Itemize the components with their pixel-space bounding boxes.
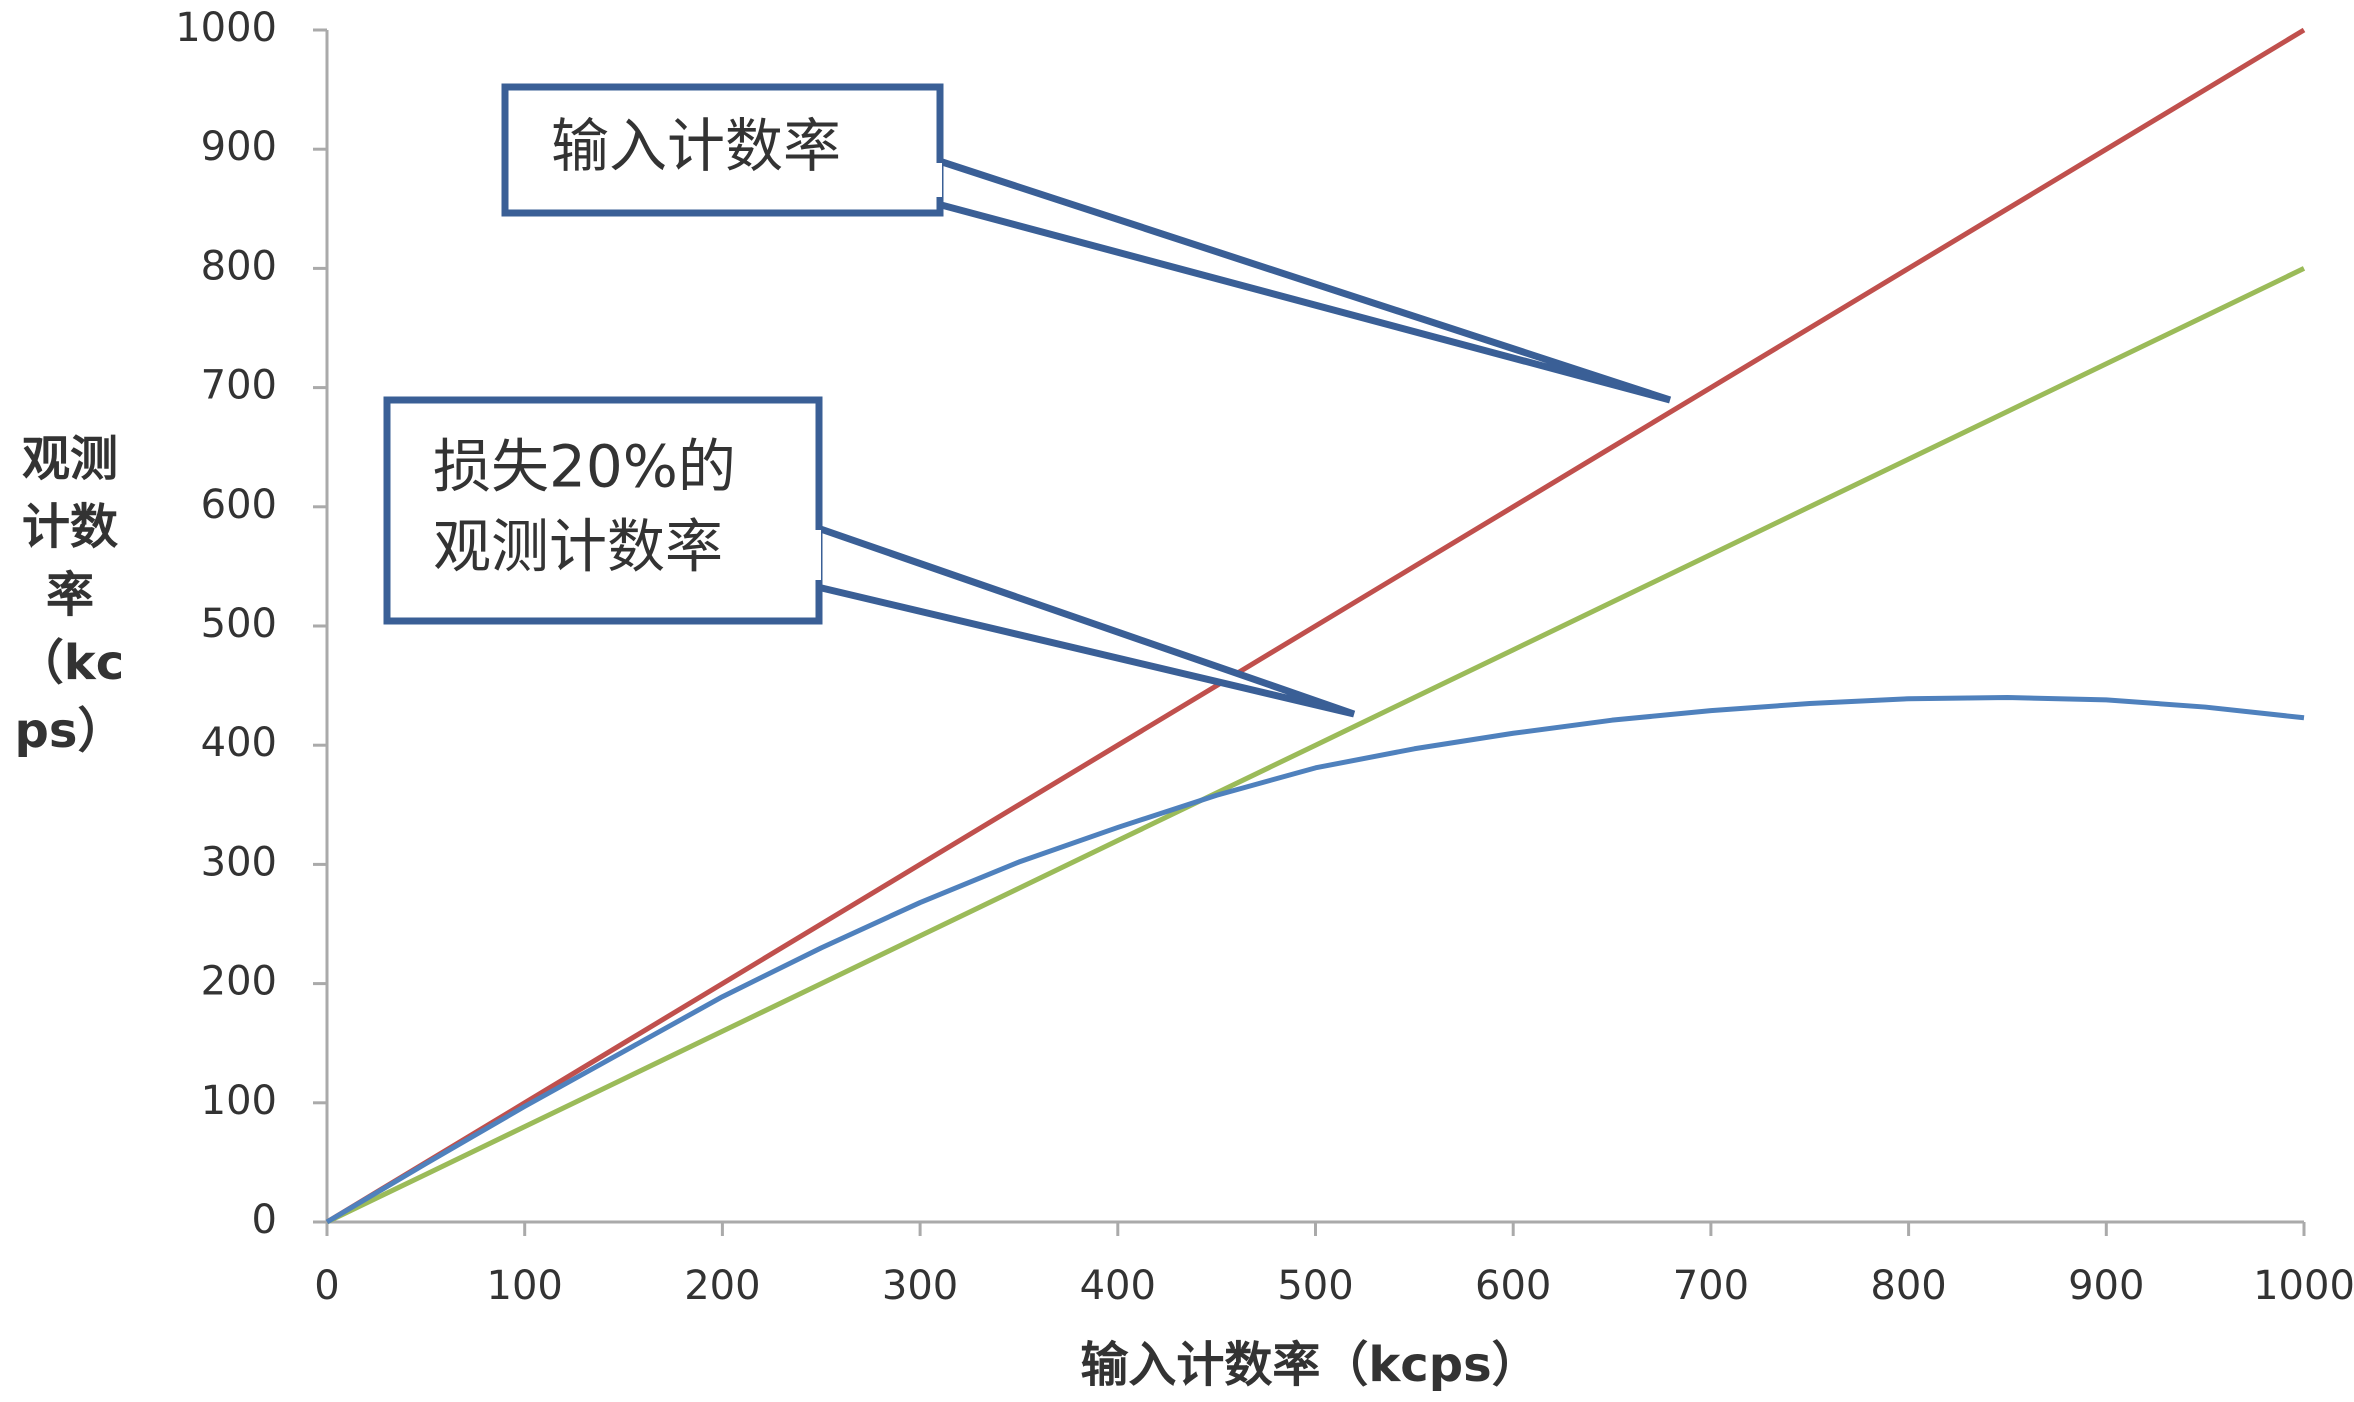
- y-tick-label: 100: [201, 1078, 277, 1124]
- callout-gap: [934, 163, 942, 197]
- x-tick-label: 400: [1080, 1263, 1156, 1309]
- x-tick-label: 700: [1673, 1263, 1749, 1309]
- series-line: [325, 27, 2306, 1225]
- series-line: [325, 695, 2305, 1225]
- x-tick-label: 100: [487, 1263, 563, 1309]
- x-tick-label: 0: [314, 1263, 339, 1309]
- y-tick-label: 600: [201, 482, 277, 528]
- x-axis-title: 输入计数率（kcps）: [1080, 1337, 1539, 1393]
- callout-pointer: [926, 153, 1672, 404]
- callout-text: 损失20%的: [433, 433, 736, 501]
- x-tick-label: 200: [684, 1263, 760, 1309]
- callout: 输入计数率: [501, 83, 1672, 404]
- callout-pointer: [805, 520, 1356, 718]
- x-tick-label: 1000: [2253, 1263, 2354, 1309]
- y-tick-label: 700: [201, 363, 277, 409]
- y-tick-label: 200: [201, 959, 277, 1005]
- series-line: [325, 266, 2306, 1225]
- y-tick-label: 500: [201, 601, 277, 647]
- callout-gap: [813, 530, 821, 580]
- callout-box: [501, 83, 944, 217]
- y-axis-title: 观测计数率（kcps）: [14, 431, 126, 759]
- callout-text: 观测计数率: [433, 513, 723, 581]
- x-tick-label: 800: [1870, 1263, 1946, 1309]
- y-tick-label: 900: [201, 124, 277, 170]
- callout-box: [383, 396, 823, 625]
- y-tick-label: 800: [201, 243, 277, 289]
- y-tick-label: 300: [201, 839, 277, 885]
- y-tick-label: 0: [252, 1197, 277, 1243]
- y-tick-label: 400: [201, 720, 277, 766]
- x-tick-label: 300: [882, 1263, 958, 1309]
- x-tick-label: 900: [2068, 1263, 2144, 1309]
- callout-text: 输入计数率: [551, 112, 841, 180]
- x-tick-label: 600: [1475, 1263, 1551, 1309]
- y-tick-label: 1000: [175, 5, 277, 51]
- x-tick-label: 500: [1277, 1263, 1353, 1309]
